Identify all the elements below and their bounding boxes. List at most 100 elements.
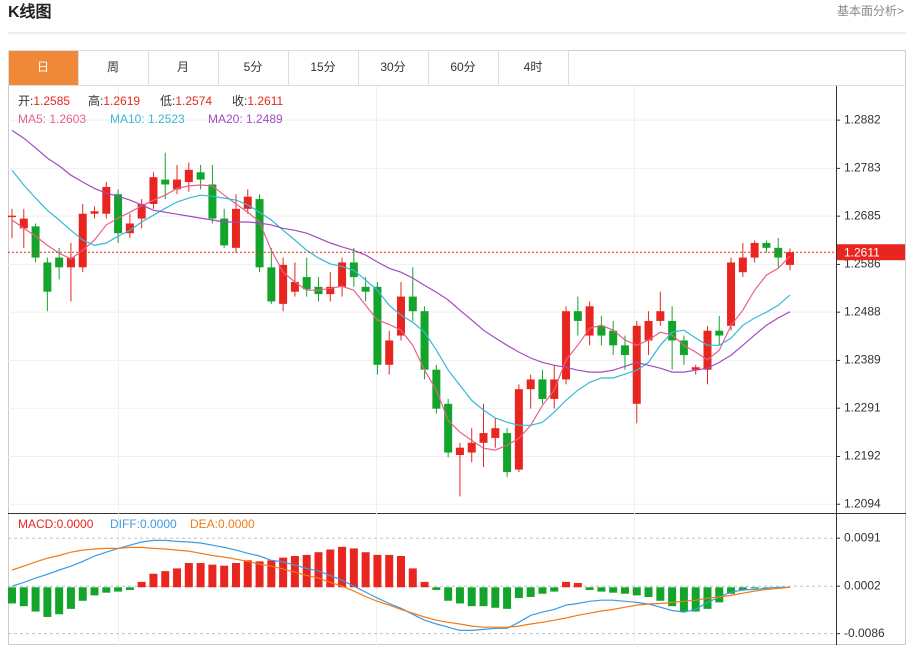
macd-legend: DEA:0.0000 bbox=[190, 517, 255, 531]
macd-bar bbox=[691, 587, 700, 612]
macd-bar bbox=[526, 587, 535, 597]
macd-bar bbox=[267, 560, 276, 588]
candle-body bbox=[420, 311, 429, 370]
candle-body bbox=[691, 367, 700, 370]
macd-bar bbox=[479, 587, 488, 607]
macd-legend-label: DEA: bbox=[190, 517, 218, 531]
macd-legend-value: 0.0000 bbox=[218, 517, 255, 531]
page-title: K线图 bbox=[8, 2, 52, 21]
macd-bar bbox=[338, 546, 347, 588]
candle-body bbox=[632, 325, 641, 404]
macd-bar bbox=[102, 587, 111, 593]
macd-bar bbox=[161, 571, 170, 588]
tab-label[interactable]: 周 bbox=[107, 60, 119, 74]
y-tick-label: 0.0002 bbox=[844, 578, 881, 592]
candle-body bbox=[19, 218, 28, 229]
macd-bar bbox=[220, 565, 229, 588]
macd-bar bbox=[432, 587, 441, 590]
candle-body bbox=[114, 194, 123, 234]
candle-body bbox=[467, 442, 476, 453]
tab[interactable] bbox=[358, 50, 429, 86]
candle-body bbox=[267, 267, 276, 302]
macd-bar bbox=[397, 555, 405, 588]
macd-bar bbox=[455, 587, 464, 604]
y-tick-label: 1.2291 bbox=[844, 400, 881, 414]
y-tick-label: 1.2192 bbox=[844, 449, 881, 463]
tab-label[interactable]: 15分 bbox=[310, 60, 335, 74]
tab[interactable] bbox=[218, 50, 289, 86]
candle-body bbox=[90, 211, 99, 214]
candle-body bbox=[703, 330, 712, 370]
macd-bar bbox=[114, 587, 123, 592]
macd-bar bbox=[750, 587, 759, 589]
candle-body bbox=[102, 186, 111, 214]
ma-line bbox=[11, 184, 791, 451]
tab-label[interactable]: 月 bbox=[177, 60, 189, 74]
macd-bar bbox=[715, 587, 724, 603]
macd-bar bbox=[620, 587, 629, 594]
ohlc-legend-label: 收: bbox=[232, 94, 247, 108]
candle-body bbox=[196, 172, 205, 180]
macd-bar bbox=[90, 587, 99, 596]
analysis-link[interactable]: 基本面分析> bbox=[837, 4, 904, 18]
candle-body bbox=[231, 208, 240, 248]
candle-body bbox=[243, 196, 252, 209]
tab[interactable] bbox=[148, 50, 219, 86]
candle-body bbox=[161, 179, 170, 185]
ohlc-legend-value: 1.2619 bbox=[103, 94, 140, 108]
y-tick-label: 1.2685 bbox=[844, 208, 881, 222]
tab-label[interactable]: 日 bbox=[37, 60, 49, 74]
y-tick-label: 1.2488 bbox=[844, 304, 881, 318]
candle-body bbox=[573, 311, 582, 321]
macd-bar bbox=[503, 587, 512, 609]
macd-bar bbox=[597, 587, 606, 592]
y-tick-label: 1.2783 bbox=[844, 161, 881, 175]
macd-bar bbox=[231, 563, 240, 588]
macd-bar bbox=[137, 581, 146, 588]
candle-body bbox=[149, 177, 158, 204]
candle-body bbox=[255, 199, 264, 268]
candle-body bbox=[444, 403, 453, 453]
macd-bar bbox=[43, 587, 52, 617]
candle-body bbox=[526, 379, 535, 390]
ohlc-legend: 高:1.2619 bbox=[88, 93, 140, 108]
ohlc-legend-label: 低: bbox=[160, 94, 175, 108]
y-tick-label: 1.2094 bbox=[844, 496, 881, 510]
candle-body bbox=[361, 286, 370, 292]
y-tick-label: 1.2389 bbox=[844, 353, 881, 367]
tab[interactable] bbox=[8, 50, 79, 86]
macd-bar bbox=[149, 573, 158, 588]
ma-line bbox=[11, 129, 791, 373]
tab-label[interactable]: 4时 bbox=[524, 60, 543, 74]
candle-body bbox=[774, 247, 783, 258]
tab-label[interactable]: 60分 bbox=[450, 60, 475, 74]
macd-bar bbox=[420, 581, 429, 588]
ohlc-legend-label: 高: bbox=[88, 93, 103, 108]
macd-bar bbox=[573, 582, 582, 588]
last-price-tag bbox=[837, 244, 905, 261]
macd-bar bbox=[326, 549, 335, 588]
macd-bar bbox=[66, 587, 75, 609]
macd-line bbox=[11, 539, 790, 631]
macd-bar bbox=[196, 563, 205, 588]
macd-bar bbox=[585, 587, 594, 590]
candle-body bbox=[455, 447, 464, 455]
macd-bar bbox=[738, 587, 747, 590]
tab[interactable] bbox=[78, 50, 149, 86]
tab[interactable] bbox=[288, 50, 359, 86]
tab[interactable] bbox=[498, 50, 569, 86]
tab-label[interactable]: 5分 bbox=[244, 60, 263, 74]
candle-body bbox=[644, 320, 653, 341]
ma-legend: MA20: 1.2489 bbox=[208, 112, 283, 126]
macd-bar bbox=[184, 563, 193, 588]
macd-bar bbox=[514, 587, 523, 599]
macd-bar bbox=[444, 587, 453, 601]
candle-body bbox=[8, 215, 16, 218]
tab-label[interactable]: 30分 bbox=[380, 60, 405, 74]
ohlc-legend: 收:1.2611 bbox=[232, 94, 283, 108]
candle-body bbox=[208, 184, 217, 219]
macd-bar bbox=[302, 554, 311, 588]
macd-bar bbox=[385, 554, 394, 588]
